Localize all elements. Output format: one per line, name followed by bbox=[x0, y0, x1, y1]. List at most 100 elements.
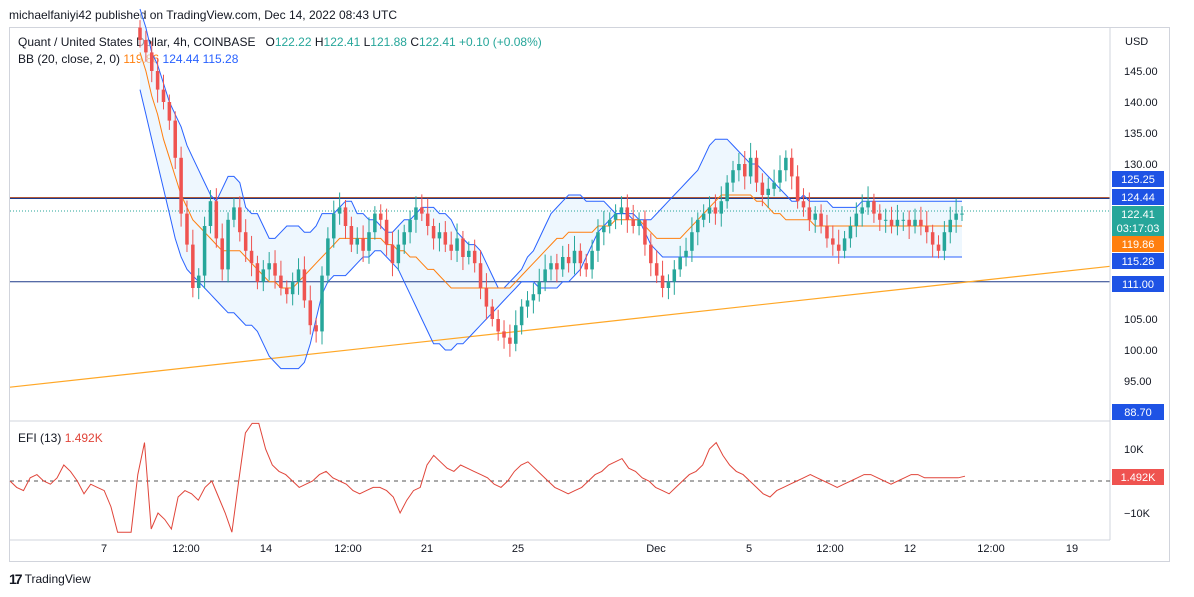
y-tick-label: 95.00 bbox=[1124, 376, 1152, 388]
y-tick-label: 140.00 bbox=[1124, 97, 1158, 109]
candle bbox=[954, 213, 958, 220]
candle bbox=[684, 250, 688, 257]
candle bbox=[420, 207, 424, 214]
bb-label[interactable]: BB (20, close, 2, 0) bbox=[18, 52, 121, 66]
candle bbox=[232, 207, 236, 220]
candle bbox=[854, 213, 859, 226]
x-tick-label: Dec bbox=[646, 543, 666, 555]
candle bbox=[742, 164, 747, 177]
bb-basis bbox=[139, 52, 962, 289]
efi-value: 1.492K bbox=[64, 431, 103, 445]
candle bbox=[220, 238, 224, 270]
price-label: 119.86 bbox=[1122, 239, 1155, 251]
candle bbox=[144, 40, 148, 53]
candle bbox=[314, 325, 318, 332]
candle bbox=[866, 201, 870, 208]
candle bbox=[649, 244, 653, 264]
bb-lower-value: 115.28 bbox=[202, 52, 239, 66]
candle bbox=[555, 263, 559, 270]
candle bbox=[825, 226, 829, 239]
candle bbox=[719, 201, 724, 214]
candle bbox=[478, 263, 483, 288]
candle bbox=[249, 250, 254, 264]
candle bbox=[496, 319, 500, 332]
candle bbox=[279, 275, 283, 288]
candle bbox=[138, 27, 142, 40]
candle bbox=[238, 207, 242, 233]
candle bbox=[508, 337, 512, 344]
candle bbox=[960, 213, 964, 215]
candle bbox=[883, 219, 888, 221]
candle bbox=[502, 331, 506, 338]
candle bbox=[666, 281, 671, 288]
candle bbox=[443, 232, 448, 245]
price-label: 124.44 bbox=[1121, 192, 1155, 204]
candle bbox=[848, 226, 853, 239]
candle bbox=[179, 157, 183, 214]
candle bbox=[643, 219, 647, 245]
axis-currency: USD bbox=[1125, 36, 1148, 48]
x-tick-label: 12:00 bbox=[977, 543, 1005, 555]
candle bbox=[367, 232, 371, 251]
x-tick-label: 14 bbox=[260, 543, 272, 555]
candle bbox=[919, 219, 923, 226]
candle bbox=[149, 52, 154, 71]
candle bbox=[725, 182, 729, 202]
x-tick-label: 12 bbox=[904, 543, 916, 555]
bb-upper-band bbox=[139, 8, 962, 289]
trendline bbox=[9, 265, 1111, 388]
x-tick-label: 12:00 bbox=[816, 543, 844, 555]
candle bbox=[337, 207, 342, 214]
candle bbox=[672, 269, 677, 282]
x-tick-label: 7 bbox=[101, 543, 107, 555]
candle bbox=[167, 102, 172, 121]
candle bbox=[913, 219, 917, 226]
candle bbox=[378, 213, 383, 220]
candle bbox=[831, 238, 835, 245]
candle bbox=[807, 207, 812, 220]
candle bbox=[343, 207, 348, 226]
chart-frame bbox=[9, 27, 1170, 562]
candle bbox=[490, 306, 495, 319]
x-tick-label: 12:00 bbox=[334, 543, 362, 555]
candle bbox=[514, 325, 518, 344]
efi-y-tick: −10K bbox=[1124, 508, 1151, 520]
candle bbox=[467, 250, 471, 257]
candle bbox=[155, 71, 160, 90]
y-tick-label: 135.00 bbox=[1124, 128, 1158, 140]
price-label-box bbox=[1112, 236, 1164, 252]
candle bbox=[214, 201, 219, 239]
candle bbox=[519, 306, 524, 326]
candle bbox=[613, 213, 618, 220]
symbol-title[interactable]: Quant / United States Dollar, 4h, COINBA… bbox=[18, 35, 256, 49]
efi-label[interactable]: EFI (13) bbox=[18, 431, 62, 445]
ohlc-open-label: O bbox=[265, 35, 275, 49]
candle bbox=[437, 232, 442, 239]
tradingview-logo-icon[interactable]: 17 bbox=[9, 571, 23, 587]
candle bbox=[285, 288, 289, 295]
y-tick-label: 105.00 bbox=[1124, 314, 1158, 326]
candle bbox=[930, 232, 935, 245]
candle bbox=[537, 281, 542, 295]
candle bbox=[331, 213, 336, 239]
candle bbox=[596, 232, 600, 251]
candle bbox=[942, 232, 947, 251]
x-tick-label: 21 bbox=[421, 543, 433, 555]
candle bbox=[431, 226, 436, 239]
candle bbox=[302, 269, 307, 301]
brand-label[interactable]: TradingView bbox=[24, 572, 91, 586]
candle bbox=[731, 170, 735, 183]
candle bbox=[789, 157, 794, 177]
candle bbox=[290, 281, 295, 295]
candle bbox=[185, 213, 189, 245]
candle bbox=[414, 207, 418, 220]
price-label-box bbox=[1112, 404, 1164, 420]
candle bbox=[402, 232, 406, 245]
candle bbox=[373, 213, 377, 233]
x-tick-label: 5 bbox=[746, 543, 752, 555]
candle bbox=[243, 232, 248, 251]
candle bbox=[449, 244, 453, 251]
candle bbox=[560, 257, 565, 270]
price-label: 115.28 bbox=[1122, 256, 1155, 268]
